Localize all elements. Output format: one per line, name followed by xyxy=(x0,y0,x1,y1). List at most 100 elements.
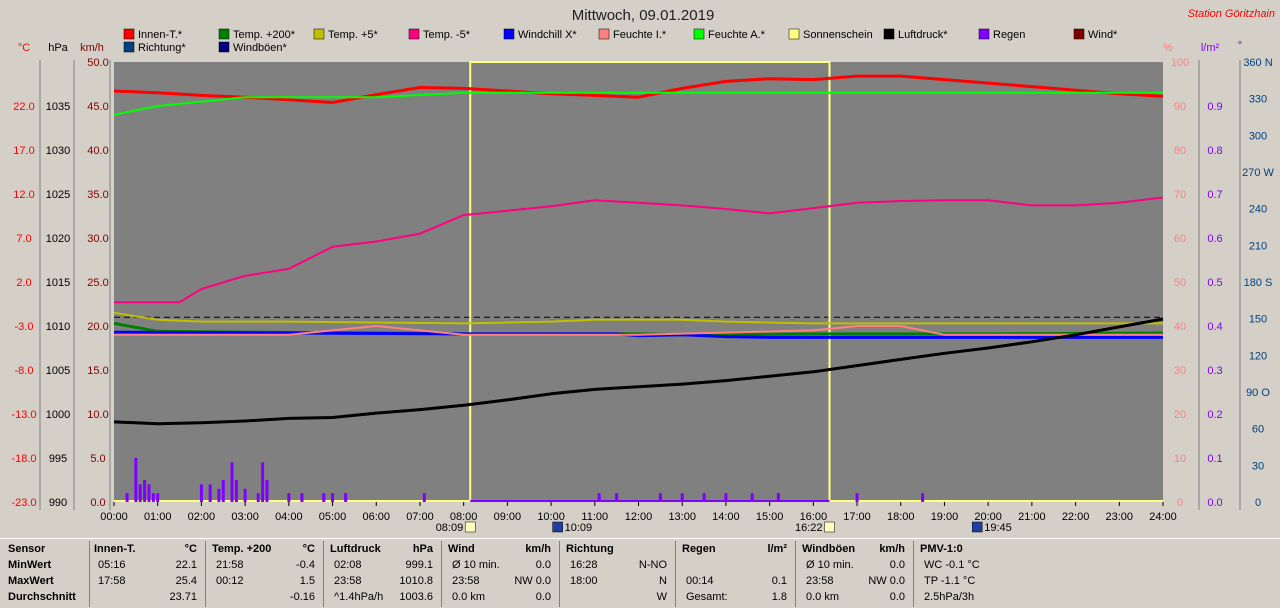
series-feuchte-aussen-line xyxy=(113,91,1163,116)
chart-svg: Mittwoch, 09.01.2019 Station Göritzhain In… xyxy=(11,7,1275,534)
legend-label: Regen xyxy=(993,29,1025,41)
x-tick-label: 16:00 xyxy=(800,511,828,523)
stats-cell-time: 23:58 xyxy=(334,575,362,587)
stats-cell-time: 2.5hPa/3h xyxy=(924,591,975,603)
stats-cell-time: WC -0.1 °C xyxy=(924,559,980,571)
legend-swatch xyxy=(598,28,610,40)
stats-row-label: MaxWert xyxy=(8,575,54,587)
tick-celsius: 17.0 xyxy=(13,145,34,157)
x-tick-label: 06:00 xyxy=(362,511,390,523)
rain-bar xyxy=(750,493,754,502)
rain-bar xyxy=(261,462,265,502)
stats-column-unit: hPa xyxy=(412,543,433,555)
legend-label: Windböen* xyxy=(233,42,288,54)
tick-degree: 120 xyxy=(1249,350,1267,362)
legend-label: Wind* xyxy=(1088,29,1118,41)
series-luftdruck-line xyxy=(113,317,1164,426)
x-tick-label: 07:00 xyxy=(406,511,434,523)
legend-swatch xyxy=(883,28,895,40)
stats-cell-value: NW 0.0 xyxy=(514,575,551,587)
stats-column-unit: l/m² xyxy=(767,543,787,555)
tick-lm2: 0.3 xyxy=(1207,365,1222,377)
legend-swatch xyxy=(408,28,420,40)
tick-celsius: -23.0 xyxy=(11,497,36,509)
series-temp-plus5-line xyxy=(113,311,1163,325)
x-tick-label: 23:00 xyxy=(1106,511,1134,523)
legend-swatch xyxy=(218,41,230,53)
tick-hpa: 1010 xyxy=(46,321,70,333)
tick-celsius: 7.0 xyxy=(16,233,31,245)
tick-percent: 20 xyxy=(1174,409,1186,421)
stats-cell-time: 00:14 xyxy=(686,575,714,587)
rain-bar xyxy=(344,493,348,502)
tick-degree: 330 xyxy=(1249,94,1267,106)
stats-column: Windböen km/h Ø 10 min. 0.0 23:58 NW 0.0 0.0 k… xyxy=(800,541,914,607)
series-temp-minus5-line xyxy=(114,196,1164,304)
x-tick-label: 05:00 xyxy=(319,511,347,523)
x-tick-label: 10:00 xyxy=(537,511,565,523)
unit-hpa: hPa xyxy=(48,42,68,54)
tick-kmh: 40.0 xyxy=(87,145,108,157)
moonrise-label: 10:09 xyxy=(565,522,593,534)
rain-bar xyxy=(331,493,335,502)
x-tick-label: 15:00 xyxy=(756,511,784,523)
stats-column-header: Luftdruck xyxy=(330,543,381,555)
stats-cell-value: -0.4 xyxy=(296,559,315,571)
tick-degree: 240 xyxy=(1249,204,1267,216)
x-tick-label: 14:00 xyxy=(712,511,740,523)
tick-celsius: 12.0 xyxy=(13,189,34,201)
tick-hpa: 1000 xyxy=(46,409,70,421)
tick-degree: 0 xyxy=(1255,497,1261,509)
rain-bar xyxy=(597,493,601,502)
x-tick-label: 04:00 xyxy=(275,511,303,523)
stats-column: PMV-1:0 WC -0.1 °C TP -1.1 °C 2.5hPa/3h xyxy=(918,541,1028,607)
legend-label: Temp. +5* xyxy=(328,29,379,41)
unit-percent: % xyxy=(1163,42,1173,54)
stats-column-header: Regen xyxy=(682,543,716,555)
tick-percent: 50 xyxy=(1174,277,1186,289)
tick-kmh: 45.0 xyxy=(87,101,108,113)
stats-cell-value: 0.0 xyxy=(535,591,551,603)
tick-lm2: 0.5 xyxy=(1207,277,1222,289)
tick-degree: 90 O xyxy=(1246,387,1270,399)
legend-label: Windchill X* xyxy=(518,29,577,41)
stats-row-label: Durchschnitt xyxy=(8,591,76,603)
tick-celsius: 2.0 xyxy=(16,277,31,289)
tick-kmh: 0.0 xyxy=(90,497,105,509)
sunset-label: 16:22 xyxy=(795,522,823,534)
legend-swatch xyxy=(693,28,705,40)
tick-kmh: 15.0 xyxy=(87,365,108,377)
x-tick-label: 01:00 xyxy=(144,511,172,523)
rain-bar xyxy=(322,493,326,502)
stats-cell-value: N-NO xyxy=(638,559,667,571)
stats-column-header: Innen-T. xyxy=(94,543,136,555)
x-tick-label: 18:00 xyxy=(887,511,915,523)
x-tick-label: 03:00 xyxy=(231,511,259,523)
station-name: Station Göritzhain xyxy=(1188,8,1275,20)
stats-column: Richtung 16:28 N-NO 18:00 N W xyxy=(564,541,676,607)
stats-column: Sensor MinWert MaxWert Durchschnitt xyxy=(6,541,90,607)
x-tick-label: 22:00 xyxy=(1062,511,1090,523)
tick-lm2: 0.6 xyxy=(1207,233,1222,245)
unit-celsius: °C xyxy=(18,42,30,54)
x-tick-label: 11:00 xyxy=(581,511,608,523)
legend-label: Feuchte I.* xyxy=(613,29,667,41)
stats-cell-time: Ø 10 min. xyxy=(452,559,500,571)
stats-column: Temp. +200 °C 21:58 -0.4 00:12 1.5 -0.16 xyxy=(210,541,324,607)
stats-column-header: Temp. +200 xyxy=(212,543,272,555)
tick-hpa: 1015 xyxy=(46,277,70,289)
tick-lm2: 0.4 xyxy=(1207,321,1222,333)
legend-swatch xyxy=(123,41,135,53)
legend-swatch xyxy=(978,28,990,40)
legend-label: Temp. -5* xyxy=(423,29,471,41)
tick-percent: 100 xyxy=(1171,57,1189,69)
stats-cell-value: W xyxy=(656,591,667,603)
stats-column: Innen-T. °C 05:16 22.1 17:58 25.4 23.71 xyxy=(92,541,206,607)
tick-hpa: 1030 xyxy=(46,145,70,157)
plot-area xyxy=(114,62,1163,502)
tick-lm2: 0.8 xyxy=(1207,145,1222,157)
tick-hpa: 995 xyxy=(49,453,67,465)
x-tick-label: 02:00 xyxy=(188,511,216,523)
stats-column-unit: km/h xyxy=(525,543,551,555)
rain-bar xyxy=(234,480,238,502)
